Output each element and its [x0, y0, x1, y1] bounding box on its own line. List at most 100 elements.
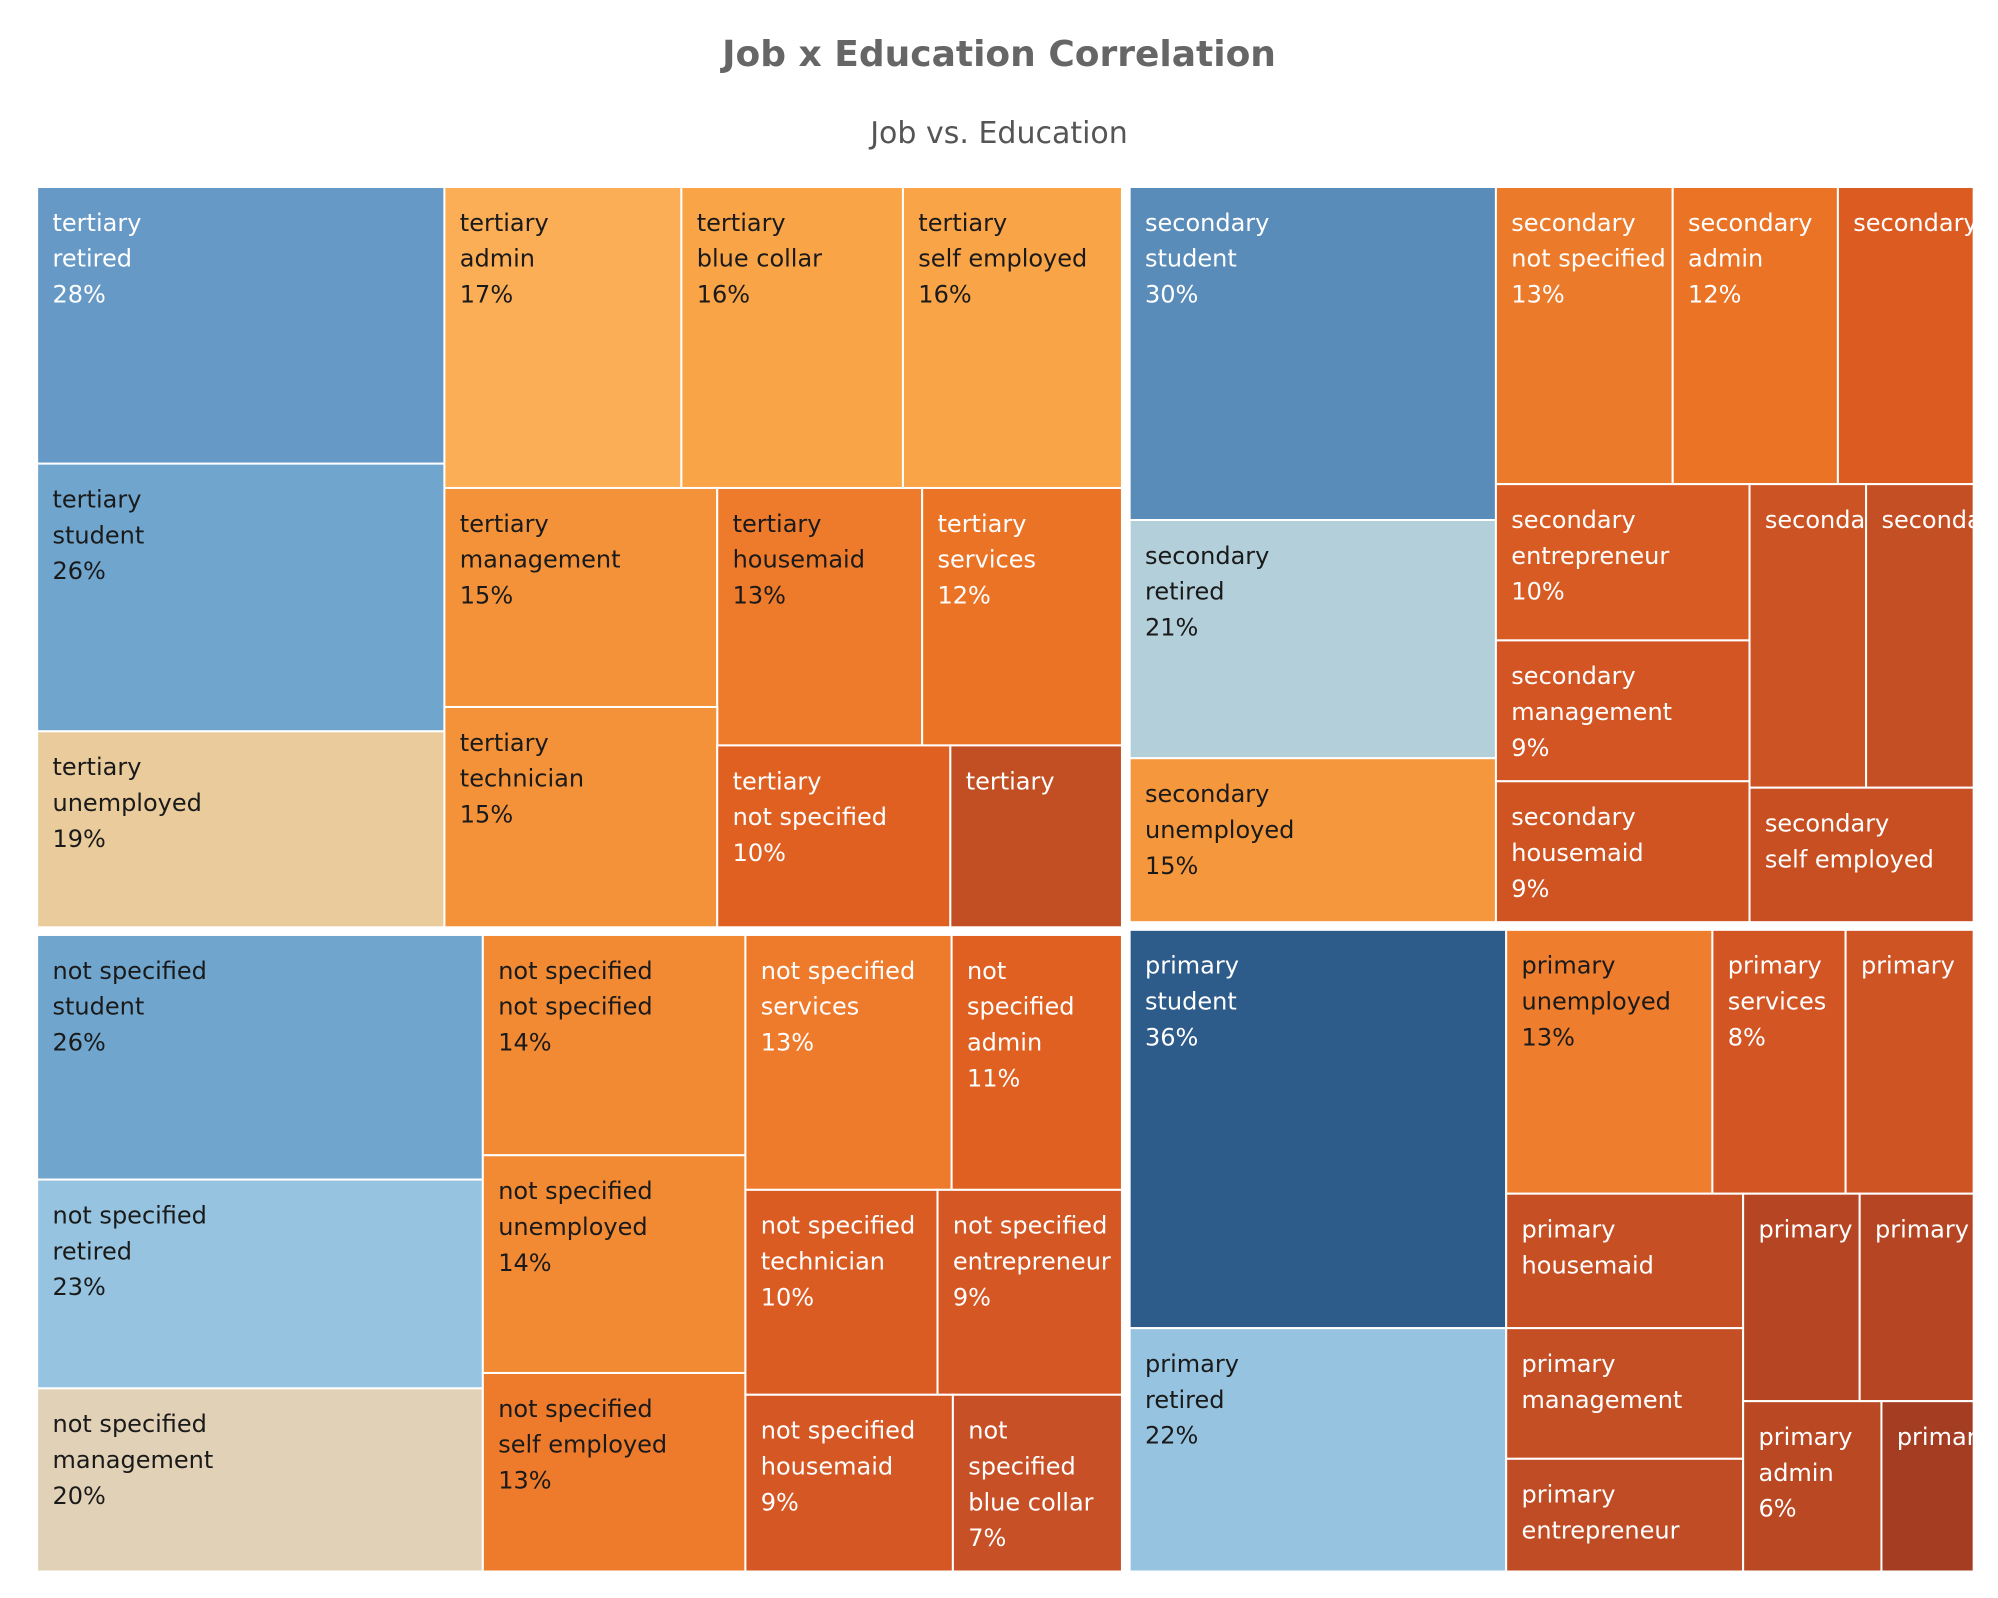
treemap-cell-tertiary-student-edu-label: tertiary — [53, 486, 142, 514]
treemap-cell-primary-unemployed-edu-label: primary — [1522, 952, 1616, 980]
treemap-cell-tertiary-services-pct-label: 12% — [938, 582, 991, 610]
treemap-cell-primary-retired-pct-label: 22% — [1145, 1422, 1198, 1450]
treemap-cell-secondary-self-employed-edu-label: secondary — [1765, 810, 1889, 838]
treemap-cell-primary-admin-edu-label: primary — [1758, 1423, 1852, 1451]
treemap-cell-primary-admin[interactable] — [1742, 1400, 1883, 1573]
treemap-cell-not-specified-admin[interactable] — [950, 933, 1123, 1191]
treemap-cell-tertiary-retired-edu-label: tertiary — [53, 209, 142, 237]
treemap-cell-tertiary-self-employed-pct-label: 16% — [918, 281, 971, 309]
treemap-cell-tertiary-admin-job-label: admin — [460, 245, 535, 273]
treemap-cell-tertiary-self-employed[interactable] — [901, 185, 1123, 489]
treemap-cell-tertiary-management-pct-label: 15% — [460, 582, 513, 610]
treemap-cell-not-specified-retired-job-label: retired — [53, 1237, 133, 1265]
treemap-cell-not-specified-housemaid[interactable] — [744, 1393, 954, 1573]
treemap-cell-primary-management-job-label: management — [1522, 1386, 1683, 1414]
treemap-cell-not-specified-self-employed-pct-label: 13% — [498, 1467, 551, 1495]
treemap-cell-not-specified-housemaid-pct-label: 9% — [761, 1488, 799, 1516]
treemap-cell-secondary-not-specified-job-label: not specified — [1511, 245, 1665, 273]
treemap-cell-tertiary-student-job-label: student — [53, 521, 145, 549]
treemap-cell-tertiary-services-job-label: services — [938, 546, 1036, 574]
treemap-cell-not-specified-admin-job-label: admin — [967, 1029, 1042, 1057]
treemap-cell-secondary-entrepreneur[interactable] — [1494, 483, 1751, 642]
treemap-cell-primary-housemaid-job-label: housemaid — [1522, 1251, 1654, 1279]
treemap-cell-tertiary-admin-pct-label: 17% — [460, 281, 513, 309]
treemap-cell-not-specified-admin-pct-label: 11% — [967, 1064, 1020, 1092]
treemap-cell-tertiary-admin[interactable] — [443, 185, 683, 489]
treemap-cell-secondary-management-pct-label: 9% — [1511, 734, 1549, 762]
treemap-cell-tertiary-unemployed[interactable] — [36, 730, 446, 929]
treemap-cell-primary-services-edu-label: primary — [1728, 952, 1822, 980]
treemap-cell-not-specified-not-specified[interactable] — [481, 933, 747, 1157]
treemap-cell-not-specified-unemployed[interactable] — [481, 1154, 747, 1374]
treemap-cell-tertiary-housemaid-job-label: housemaid — [733, 546, 865, 574]
treemap-cell-tertiary-blue-collar-edu-label: tertiary — [697, 209, 786, 237]
treemap-cell-secondary-not-specified-edu-label: secondary — [1511, 209, 1635, 237]
treemap-cell-tertiary-technician-pct-label: 15% — [460, 801, 513, 829]
treemap-cell-not-specified-blue-collar-pct-label: 7% — [968, 1524, 1006, 1552]
treemap-cell-tertiary-services-edu-label: tertiary — [938, 510, 1027, 538]
treemap-cell-not-specified-technician[interactable] — [744, 1188, 939, 1396]
treemap-cell-tertiary-management-job-label: management — [460, 546, 621, 574]
treemap-cell-primary-admin-pct-label: 6% — [1758, 1495, 1796, 1523]
treemap-cell-secondary-retired-pct-label: 21% — [1145, 614, 1198, 642]
treemap-cell-tertiary-item-11[interactable] — [949, 744, 1123, 929]
treemap-cell-not-specified-not-specified-job-label: not specified — [498, 993, 652, 1021]
treemap-cell-not-specified-blue-collar-edu-label: not — [968, 1417, 1007, 1445]
treemap-group-secondary: secondary student 30% secondary retired 21% se… — [1128, 185, 1998, 924]
treemap-cell-secondary-item-5-edu-label: secondary — [1853, 209, 1977, 237]
treemap-cell-not-specified-student-pct-label: 26% — [53, 1029, 106, 1057]
treemap-cell-tertiary-not-specified[interactable] — [716, 744, 952, 929]
treemap-cell-tertiary-item-11-edu-label: tertiary — [966, 767, 1055, 795]
treemap-cell-tertiary-technician[interactable] — [443, 705, 719, 929]
treemap-cell-secondary-student-edu-label: secondary — [1145, 209, 1269, 237]
treemap-cell-primary-retired[interactable] — [1128, 1327, 1508, 1573]
treemap-cell-secondary-item-5[interactable] — [1836, 185, 1975, 486]
treemap-cell-not-specified-unemployed-pct-label: 14% — [498, 1249, 551, 1277]
treemap-cell-not-specified-technician-job-label: technician — [761, 1248, 885, 1276]
treemap-cell-not-specified-entrepreneur-pct-label: 9% — [953, 1283, 991, 1311]
treemap-cell-secondary-housemaid-pct-label: 9% — [1511, 875, 1549, 903]
treemap-cell-primary-management[interactable] — [1505, 1327, 1745, 1460]
treemap-cell-tertiary-admin-edu-label: tertiary — [460, 209, 549, 237]
treemap-cell-tertiary-management-edu-label: tertiary — [460, 510, 549, 538]
treemap-cell-not-specified-blue-collar[interactable] — [951, 1393, 1123, 1573]
treemap-cell-secondary-retired-job-label: retired — [1145, 578, 1225, 606]
treemap-cell-secondary-retired[interactable] — [1128, 518, 1497, 760]
treemap-cell-primary-item-11-edu-label: primary — [1897, 1423, 1991, 1451]
treemap-cell-not-specified-management[interactable] — [36, 1387, 484, 1573]
treemap-cell-secondary-student[interactable] — [1128, 185, 1497, 521]
treemap-group-not-specified: not specified student 26% not specified reti… — [36, 933, 1123, 1573]
treemap-cell-not-specified-retired[interactable] — [36, 1178, 484, 1390]
treemap-cell-secondary-not-specified-pct-label: 13% — [1511, 281, 1564, 309]
treemap-cell-tertiary-unemployed-pct-label: 19% — [53, 825, 106, 853]
treemap-cell-tertiary-retired-job-label: retired — [53, 245, 133, 273]
treemap-cell-primary-item-4-edu-label: primary — [1861, 952, 1955, 980]
treemap-cell-tertiary-housemaid-pct-label: 13% — [733, 582, 786, 610]
treemap-cell-not-specified-management-edu-label: not specified — [53, 1410, 207, 1438]
treemap-cell-secondary-unemployed-pct-label: 15% — [1145, 852, 1198, 880]
treemap-cell-not-specified-blue-collar-job-label: blue collar — [968, 1488, 1093, 1516]
treemap-cell-not-specified-self-employed-edu-label: not specified — [498, 1395, 652, 1423]
treemap-cell-primary-student-pct-label: 36% — [1145, 1023, 1198, 1051]
treemap-cell-not-specified-student[interactable] — [36, 933, 484, 1181]
treemap-cell-primary-item-11[interactable] — [1880, 1400, 1975, 1573]
treemap-cell-secondary-unemployed[interactable] — [1128, 757, 1497, 924]
treemap-cell-secondary-management-job-label: management — [1511, 698, 1672, 726]
treemap-cell-secondary-self-employed[interactable] — [1748, 786, 1975, 924]
treemap-cell-secondary-unemployed-job-label: unemployed — [1145, 816, 1294, 844]
treemap-cell-primary-unemployed[interactable] — [1505, 928, 1714, 1195]
treemap-cell-primary-entrepreneur[interactable] — [1505, 1457, 1745, 1573]
treemap-cell-secondary-item-10[interactable] — [1865, 483, 1975, 789]
treemap-cell-secondary-unemployed-edu-label: secondary — [1145, 780, 1269, 808]
treemap-cell-not-specified-entrepreneur-job-label: entrepreneur — [953, 1248, 1111, 1276]
treemap-cell-not-specified-entrepreneur[interactable] — [936, 1188, 1123, 1396]
treemap-cell-secondary-item-9[interactable] — [1748, 483, 1868, 789]
treemap-cell-secondary-entrepreneur-pct-label: 10% — [1511, 578, 1564, 606]
treemap-cell-primary-student[interactable] — [1128, 928, 1508, 1330]
treemap-cell-tertiary-housemaid[interactable] — [716, 486, 924, 747]
treemap-cell-tertiary-management[interactable] — [443, 486, 719, 708]
treemap-cell-primary-entrepreneur-job-label: entrepreneur — [1522, 1517, 1680, 1545]
treemap-cell-not-specified-services[interactable] — [744, 933, 953, 1191]
treemap-cell-tertiary-blue-collar[interactable] — [680, 185, 904, 489]
treemap-cell-primary-item-9-edu-label: primary — [1875, 1216, 1969, 1244]
